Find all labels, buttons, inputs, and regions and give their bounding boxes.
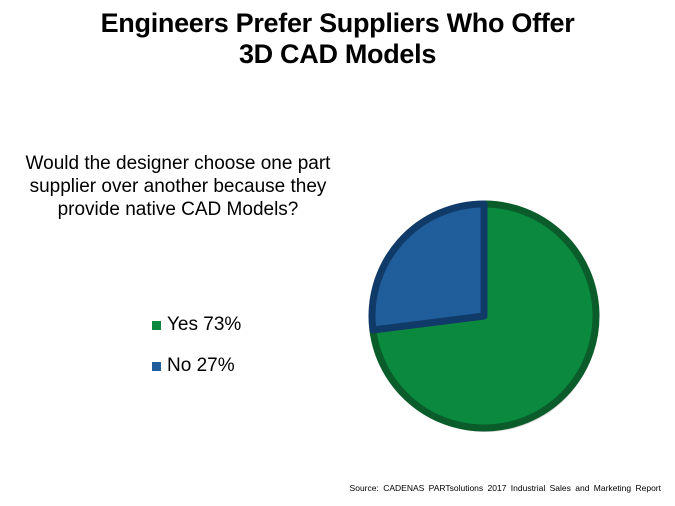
pie-slice-no — [368, 200, 488, 334]
chart-title: Engineers Prefer Suppliers Who Offer 3D … — [0, 8, 675, 70]
legend-item-no: No 27% — [152, 354, 241, 378]
legend-swatch-yes — [152, 320, 161, 330]
source-note: Source: CADENAS PARTsolutions 2017 Indus… — [349, 483, 661, 493]
survey-question: Would the designer choose one part suppl… — [25, 153, 331, 220]
pie-chart — [368, 200, 600, 432]
legend-item-yes: Yes 73% — [152, 313, 241, 337]
legend-label-yes: Yes 73% — [167, 314, 242, 335]
title-line-2: 3D CAD Models — [238, 39, 437, 69]
title-line-1: Engineers Prefer Suppliers Who Offer — [100, 8, 575, 38]
legend-swatch-no — [152, 361, 161, 371]
legend-label-no: No 27% — [167, 355, 235, 376]
legend: Yes 73% No 27% — [152, 313, 241, 395]
